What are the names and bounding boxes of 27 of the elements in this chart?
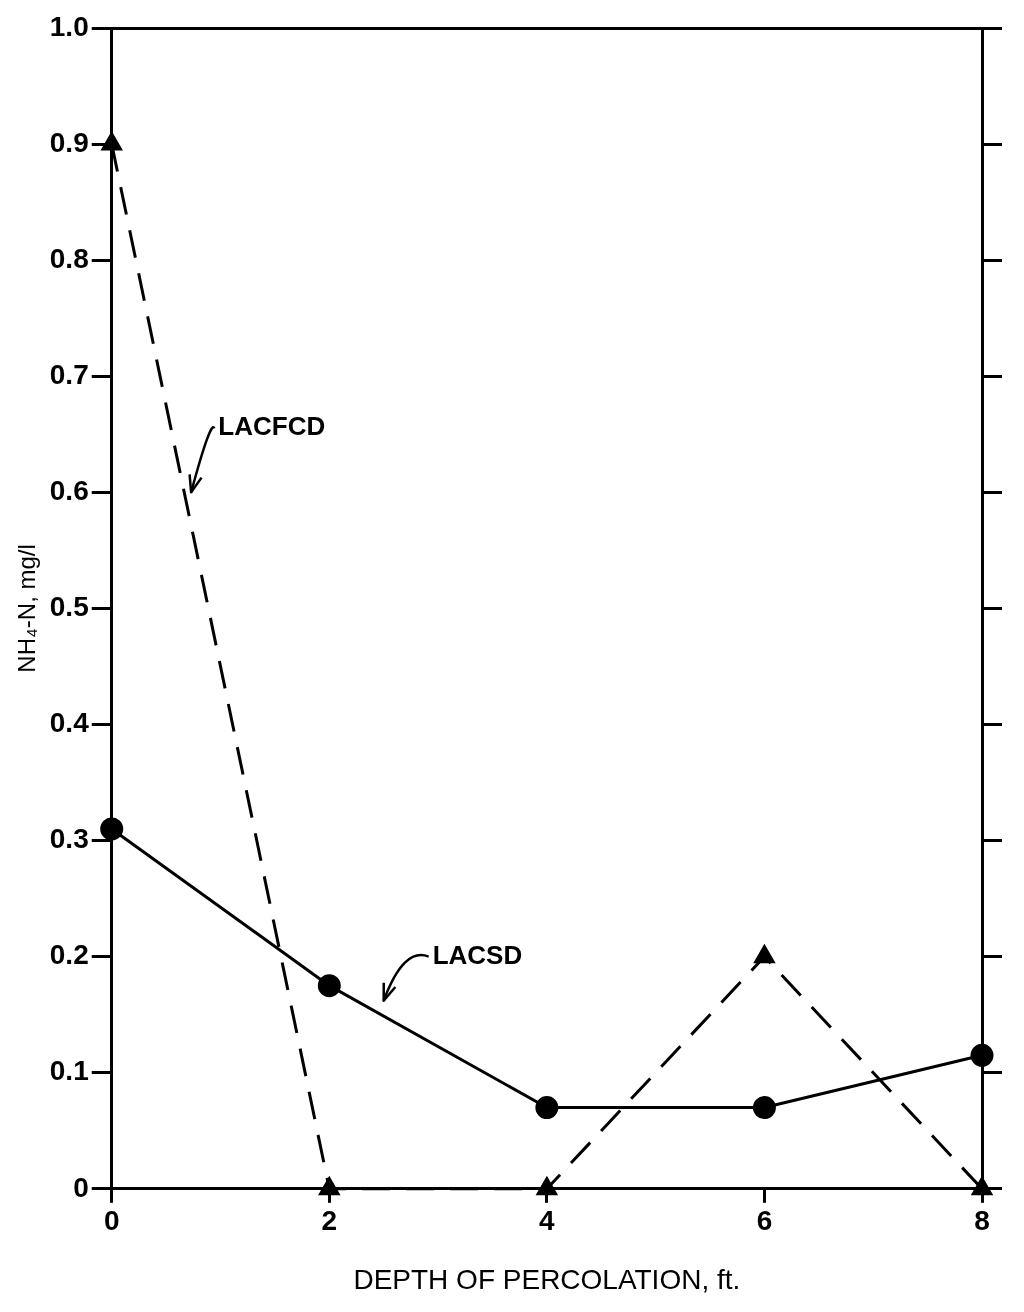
y-tick-label: 0.1 <box>49 1055 89 1087</box>
point <box>970 1043 994 1067</box>
y-tick-label: 1.0 <box>49 10 89 42</box>
point <box>101 132 122 151</box>
x-tick-label: 2 <box>321 1205 338 1237</box>
y-tick-label: 0.7 <box>49 358 89 390</box>
y-tick-label: 0.8 <box>49 242 89 274</box>
y-tick-label: 0.5 <box>49 591 89 623</box>
x-tick-label: 4 <box>539 1205 556 1237</box>
point <box>754 945 775 964</box>
x-axis-title: DEPTH OF PERCOLATION, ft. <box>353 1263 741 1295</box>
y-tick-label: 0.3 <box>49 823 89 855</box>
point <box>752 1096 776 1120</box>
y-axis-title: NH₄-N, mg/l <box>13 544 41 673</box>
y-tick-label: 0.9 <box>49 126 89 158</box>
text: LACSD <box>432 939 523 970</box>
x-tick-label: 8 <box>974 1205 990 1237</box>
y-tick-label: 0.4 <box>49 707 90 739</box>
y-tick-label: 0.2 <box>49 939 89 971</box>
series-label: LACFCD <box>218 411 326 442</box>
y-tick-label: 0 <box>73 1171 89 1203</box>
x-tick-label: 6 <box>756 1205 773 1237</box>
y-tick-label: 0.6 <box>49 475 89 507</box>
x-tick-label: 0 <box>103 1205 120 1237</box>
point <box>535 1096 559 1120</box>
point <box>317 974 341 998</box>
point <box>100 817 124 841</box>
